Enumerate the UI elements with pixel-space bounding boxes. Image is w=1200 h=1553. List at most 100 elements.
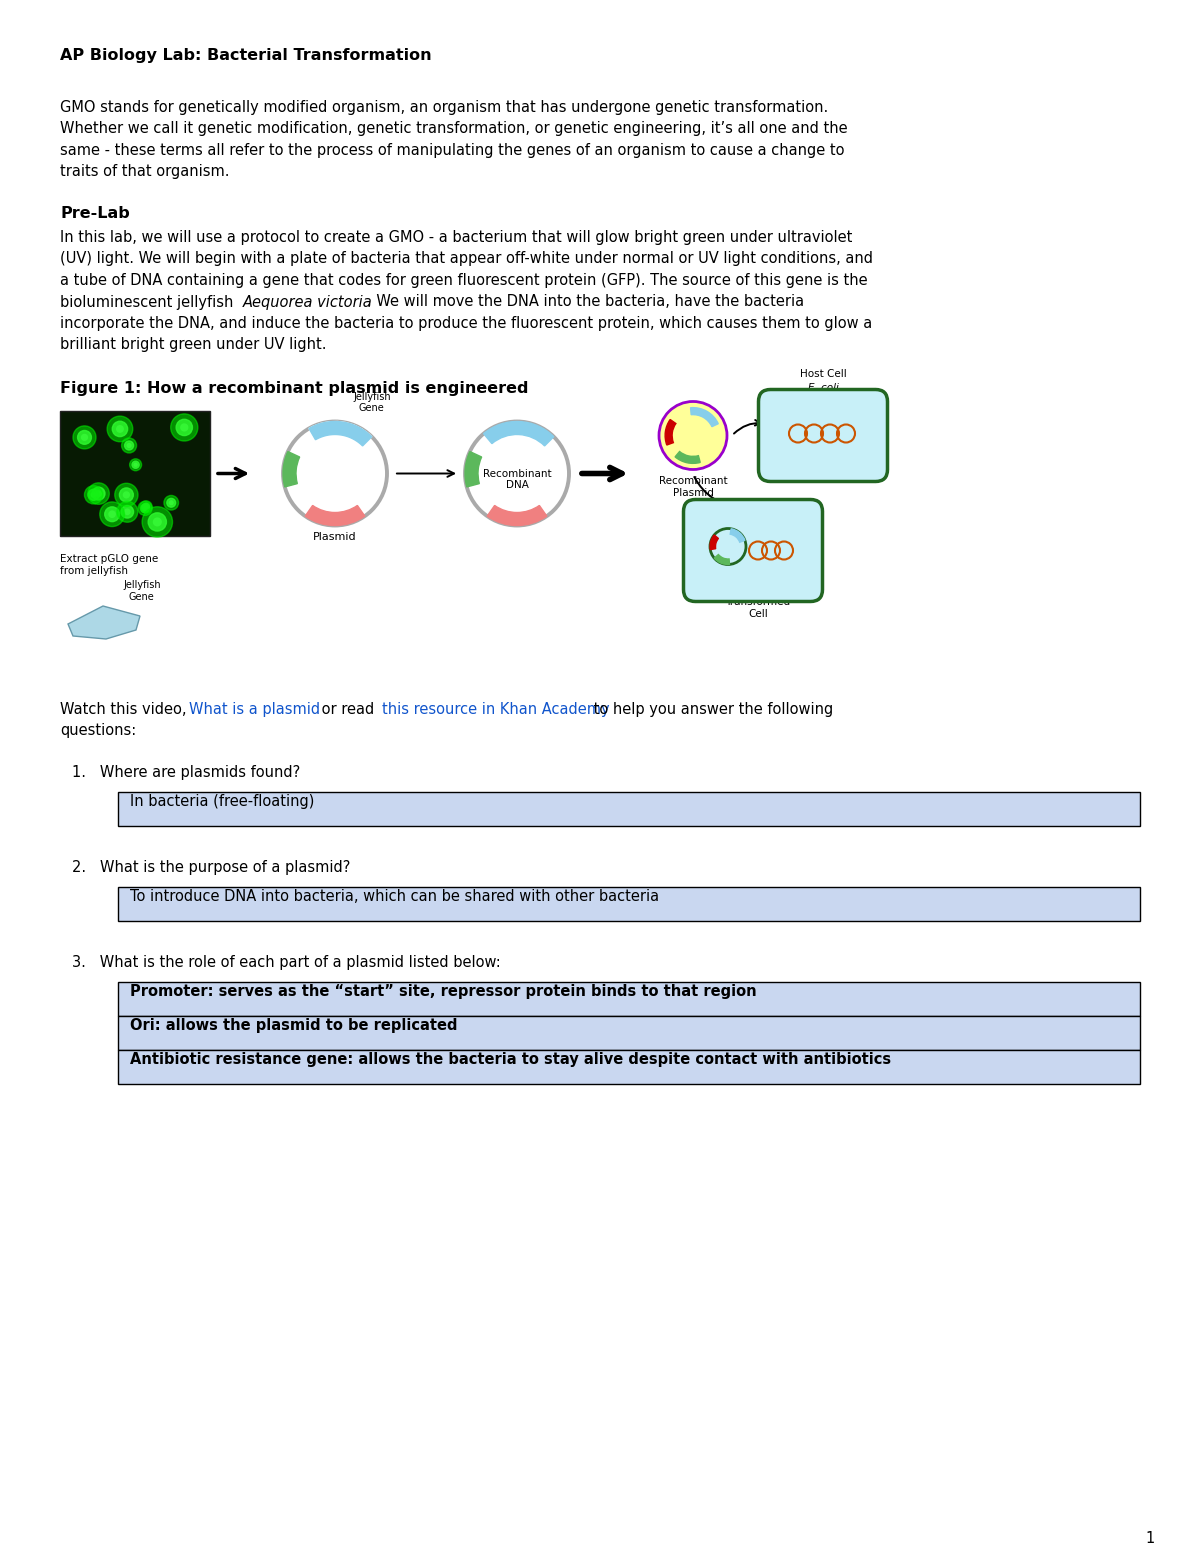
Circle shape — [167, 499, 175, 508]
Circle shape — [169, 502, 173, 505]
Text: 1.   Where are plasmids found?: 1. Where are plasmids found? — [72, 766, 300, 781]
Circle shape — [100, 502, 125, 526]
Text: Host Cell: Host Cell — [799, 370, 846, 379]
Text: Plasmid: Plasmid — [313, 533, 356, 542]
Text: Pre-Lab: Pre-Lab — [60, 207, 130, 221]
Circle shape — [109, 511, 115, 517]
Circle shape — [73, 426, 96, 449]
Text: Watch this video,: Watch this video, — [60, 702, 191, 717]
Circle shape — [116, 426, 124, 432]
Text: 1: 1 — [1146, 1531, 1154, 1545]
Text: What is a plasmid: What is a plasmid — [188, 702, 324, 717]
Text: (UV) light. We will begin with a plate of bacteria that appear off-white under n: (UV) light. We will begin with a plate o… — [60, 252, 874, 267]
Circle shape — [134, 463, 137, 466]
Text: 3.   What is the role of each part of a plasmid listed below:: 3. What is the role of each part of a pl… — [72, 955, 500, 971]
FancyBboxPatch shape — [118, 1017, 1140, 1050]
Text: To introduce DNA into bacteria, which can be shared with other bacteria: To introduce DNA into bacteria, which ca… — [130, 888, 659, 904]
FancyBboxPatch shape — [60, 412, 210, 536]
Circle shape — [91, 492, 96, 497]
Text: this resource in Khan Academy: this resource in Khan Academy — [382, 702, 610, 717]
Text: questions:: questions: — [60, 724, 137, 739]
Text: brilliant bright green under UV light.: brilliant bright green under UV light. — [60, 337, 326, 353]
Text: Extract pGLO gene
from jellyfish: Extract pGLO gene from jellyfish — [60, 554, 158, 576]
Text: In this lab, we will use a protocol to create a GMO - a bacterium that will glow: In this lab, we will use a protocol to c… — [60, 230, 852, 245]
Wedge shape — [714, 554, 730, 564]
Text: a tube of DNA containing a gene that codes for green fluorescent protein (GFP). : a tube of DNA containing a gene that cod… — [60, 273, 868, 287]
Circle shape — [127, 444, 131, 447]
Circle shape — [140, 505, 149, 512]
Circle shape — [115, 483, 138, 506]
Text: bioluminescent jellyfish: bioluminescent jellyfish — [60, 295, 238, 309]
Circle shape — [125, 441, 133, 450]
Circle shape — [88, 489, 100, 500]
Circle shape — [148, 512, 167, 531]
Circle shape — [121, 506, 133, 519]
Circle shape — [143, 506, 146, 511]
Text: Aequorea victoria: Aequorea victoria — [242, 295, 372, 309]
Circle shape — [140, 500, 152, 512]
Circle shape — [104, 506, 120, 522]
Wedge shape — [310, 421, 372, 446]
Circle shape — [164, 495, 179, 509]
Text: Recombinant
DNA: Recombinant DNA — [482, 469, 551, 491]
Circle shape — [78, 430, 91, 444]
Circle shape — [88, 483, 109, 505]
Circle shape — [144, 505, 148, 508]
Text: traits of that organism.: traits of that organism. — [60, 165, 229, 180]
Text: same - these terms all refer to the process of manipulating the genes of an orga: same - these terms all refer to the proc… — [60, 143, 845, 158]
Circle shape — [143, 503, 150, 511]
Circle shape — [84, 486, 103, 505]
Circle shape — [142, 506, 173, 537]
Circle shape — [96, 491, 101, 497]
FancyBboxPatch shape — [118, 792, 1140, 826]
Wedge shape — [690, 407, 719, 427]
Circle shape — [121, 438, 137, 453]
Text: Recombinant
Plasmid: Recombinant Plasmid — [659, 477, 727, 499]
FancyBboxPatch shape — [118, 887, 1140, 921]
Wedge shape — [484, 421, 553, 446]
Wedge shape — [710, 534, 719, 550]
FancyBboxPatch shape — [758, 390, 888, 481]
Text: incorporate the DNA, and induce the bacteria to produce the fluorescent protein,: incorporate the DNA, and induce the bact… — [60, 315, 872, 331]
Text: Ori: allows the plasmid to be replicated: Ori: allows the plasmid to be replicated — [130, 1019, 457, 1033]
Text: Antibiotic resistance gene: allows the bacteria to stay alive despite contact wi: Antibiotic resistance gene: allows the b… — [130, 1051, 892, 1067]
FancyBboxPatch shape — [684, 500, 822, 601]
Circle shape — [154, 519, 161, 526]
Polygon shape — [68, 606, 140, 638]
Text: AP Biology Lab: Bacterial Transformation: AP Biology Lab: Bacterial Transformation — [60, 48, 432, 64]
Text: Jellyfish
Gene: Jellyfish Gene — [353, 391, 391, 413]
Circle shape — [82, 435, 88, 439]
Text: Figure 1: How a recombinant plasmid is engineered: Figure 1: How a recombinant plasmid is e… — [60, 380, 528, 396]
Polygon shape — [310, 421, 372, 446]
Text: or read: or read — [317, 702, 379, 717]
Circle shape — [113, 421, 127, 436]
Circle shape — [659, 402, 727, 469]
Circle shape — [107, 416, 133, 441]
Text: to help you answer the following: to help you answer the following — [589, 702, 833, 717]
Wedge shape — [466, 452, 481, 488]
Text: 2.   What is the purpose of a plasmid?: 2. What is the purpose of a plasmid? — [72, 860, 350, 876]
Text: E. coli: E. coli — [808, 384, 839, 393]
Wedge shape — [676, 452, 701, 463]
Text: Promoter: serves as the “start” site, repressor protein binds to that region: Promoter: serves as the “start” site, re… — [130, 985, 757, 999]
Text: Whether we call it genetic modification, genetic transformation, or genetic engi: Whether we call it genetic modification,… — [60, 121, 847, 137]
Circle shape — [176, 419, 192, 435]
Circle shape — [132, 461, 139, 469]
Wedge shape — [283, 452, 300, 488]
Circle shape — [116, 502, 138, 522]
Circle shape — [124, 492, 130, 499]
Circle shape — [125, 509, 130, 514]
Text: In bacteria (free-floating): In bacteria (free-floating) — [130, 794, 314, 809]
Wedge shape — [305, 505, 365, 525]
FancyBboxPatch shape — [118, 1050, 1140, 1084]
Text: GMO stands for genetically modified organism, an organism that has undergone gen: GMO stands for genetically modified orga… — [60, 99, 828, 115]
Circle shape — [138, 502, 152, 516]
Circle shape — [130, 458, 142, 471]
Circle shape — [181, 424, 187, 430]
Wedge shape — [665, 419, 676, 446]
Text: Transformed
Cell: Transformed Cell — [726, 598, 791, 620]
Wedge shape — [487, 505, 547, 525]
Circle shape — [120, 488, 133, 502]
Text: . We will move the DNA into the bacteria, have the bacteria: . We will move the DNA into the bacteria… — [367, 295, 804, 309]
Wedge shape — [730, 528, 745, 542]
